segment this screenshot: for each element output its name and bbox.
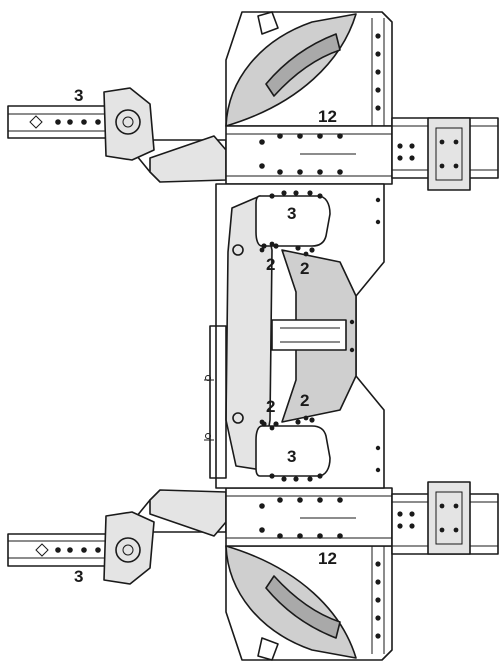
callout-rail-front-left: 3 xyxy=(74,86,83,105)
upper-right-rail-stub xyxy=(391,117,499,191)
mount-block xyxy=(427,481,471,555)
lower-pocket xyxy=(255,417,331,482)
callout-rail-rear-left: 3 xyxy=(74,567,83,586)
upper-pocket xyxy=(255,190,331,253)
callout-bracket-lower-right: 2 xyxy=(300,391,309,410)
center-floor-panel xyxy=(204,183,385,489)
callout-wheelhouse-lower: 12 xyxy=(318,549,337,568)
callout-pocket-lower: 3 xyxy=(287,447,296,466)
callout-bracket-lower-left: 2 xyxy=(266,397,275,416)
lower-left-frame-rail xyxy=(7,489,227,585)
mount-block xyxy=(427,117,471,191)
rail-alignment-hole xyxy=(29,115,43,129)
lower-crossmember xyxy=(225,487,393,547)
callout-wheelhouse-upper: 12 xyxy=(318,107,337,126)
bracket-weld-points xyxy=(259,241,309,431)
lower-right-rail-stub xyxy=(391,481,499,555)
rail-alignment-hole xyxy=(35,543,49,557)
wheelhouse-tab xyxy=(257,637,279,661)
callout-bracket-upper-right: 2 xyxy=(300,259,309,278)
callout-bracket-upper-left: 2 xyxy=(266,255,275,274)
upper-wheelhouse-panel xyxy=(225,11,393,127)
upper-crossmember xyxy=(225,125,393,185)
upper-left-frame-rail xyxy=(7,87,227,183)
lower-wheelhouse-panel xyxy=(225,545,393,661)
wheelhouse-tab xyxy=(257,11,279,35)
callout-pocket-upper: 3 xyxy=(287,204,296,223)
